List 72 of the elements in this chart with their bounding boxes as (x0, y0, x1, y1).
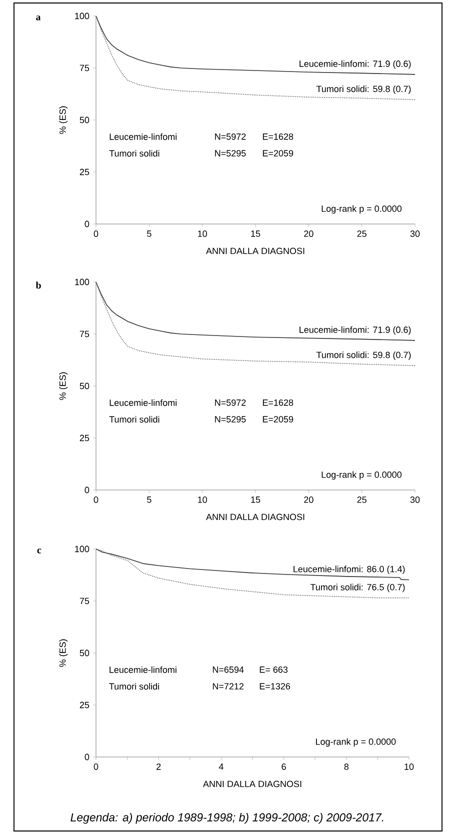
y-tick-label: 0 (84, 754, 90, 760)
y-tick-label: 75 (80, 330, 90, 338)
annotation: N=5295 (215, 416, 246, 422)
x-tick-label: 5 (147, 496, 152, 503)
x-tick-label: 5 (147, 230, 152, 237)
y-tick-label: 25 (80, 434, 90, 442)
y-tick-label: 25 (80, 702, 90, 708)
x-axis-title: ANNI DALLA DIAGNOSI (206, 514, 304, 520)
y-tick-label: 75 (80, 598, 90, 604)
x-tick-label: 20 (304, 230, 314, 237)
x-tick-label: 30 (410, 230, 420, 237)
series-label: Tumori solidi: 76.5 (0.7) (310, 584, 405, 592)
annotation: E=1326 (260, 683, 290, 690)
x-tick-label: 0 (94, 496, 98, 503)
chart-title: c (37, 548, 42, 554)
annotation: N=7212 (212, 683, 244, 690)
x-tick-label: 4 (218, 764, 224, 770)
x-tick-label: 8 (344, 764, 349, 770)
annotation: E= 663 (260, 666, 288, 673)
x-tick-label: 10 (198, 496, 207, 503)
annotation: Leucemie-linfomi (110, 666, 176, 673)
series-label: Leucemie-linfomi: 71.9 (0.6) (300, 326, 411, 335)
x-tick-label: 0 (94, 764, 98, 770)
x-tick-label: 10 (404, 764, 414, 770)
text: Legenda: a) periodo 1989-1998; b) 1999-2008; c) 2009-2017. (70, 813, 384, 824)
annotation: Leucemie-linfomi (110, 399, 177, 406)
y-tick-label: 50 (80, 116, 90, 124)
x-tick-label: 6 (282, 764, 286, 770)
series-label: Tumori solidi: 59.8 (0.7) (316, 85, 411, 94)
x-tick-label: 10 (198, 230, 207, 237)
y-tick-label: 75 (80, 64, 90, 72)
annotation: Tumori solidi (109, 150, 160, 157)
y-tick-label: 100 (75, 278, 90, 286)
x-tick-label: 15 (251, 230, 260, 237)
annotation: E=1628 (262, 133, 294, 140)
series-label: Leucemie-linfomi: 71.9 (0.6) (300, 60, 411, 69)
annotation: Leucemie-linfomi (110, 133, 177, 140)
annotation: Log-rank p = 0.0000 (322, 205, 402, 214)
y-tick-label: 50 (80, 650, 90, 656)
x-axis-title: ANNI DALLA DIAGNOSI (206, 248, 304, 254)
y-tick-label: 100 (75, 546, 90, 552)
annotation: N=5972 (215, 133, 246, 140)
x-tick-label: 25 (357, 496, 366, 503)
x-tick-label: 0 (94, 230, 98, 237)
annotation: N=5295 (215, 150, 246, 156)
y-tick-label: 0 (84, 220, 90, 228)
y-axis-title: % (ES) (59, 372, 68, 400)
x-tick-label: 15 (251, 496, 260, 503)
series-label: Leucemie-linfomi: 86.0 (1.4) (294, 566, 405, 574)
annotation: E=2059 (262, 150, 294, 156)
x-axis-title: ANNI DALLA DIAGNOSI (203, 780, 302, 788)
x-tick-label: 20 (304, 496, 314, 503)
x-tick-label: 25 (357, 230, 366, 237)
annotation: Tumori solidi (109, 416, 160, 423)
chart-title: b (36, 282, 41, 289)
y-tick-label: 50 (80, 382, 90, 390)
annotation: Log-rank p = 0.0000 (316, 738, 396, 747)
annotation: Tumori solidi (109, 682, 159, 690)
y-axis-title: % (ES) (59, 639, 68, 667)
annotation: E=2059 (262, 416, 294, 422)
x-tick-label: 30 (410, 496, 420, 503)
annotation: Log-rank p = 0.0000 (322, 471, 402, 480)
y-tick-label: 0 (84, 486, 90, 494)
annotation: E=1628 (262, 399, 294, 406)
y-tick-label: 100 (75, 12, 90, 20)
series-label: Tumori solidi: 59.8 (0.7) (316, 351, 411, 360)
x-tick-label: 2 (156, 764, 161, 770)
y-tick-label: 25 (80, 168, 90, 176)
annotation: N=6594 (212, 666, 244, 673)
y-axis-title: % (ES) (59, 106, 68, 134)
chart-title: a (36, 16, 41, 20)
annotation: N=5972 (215, 399, 246, 406)
